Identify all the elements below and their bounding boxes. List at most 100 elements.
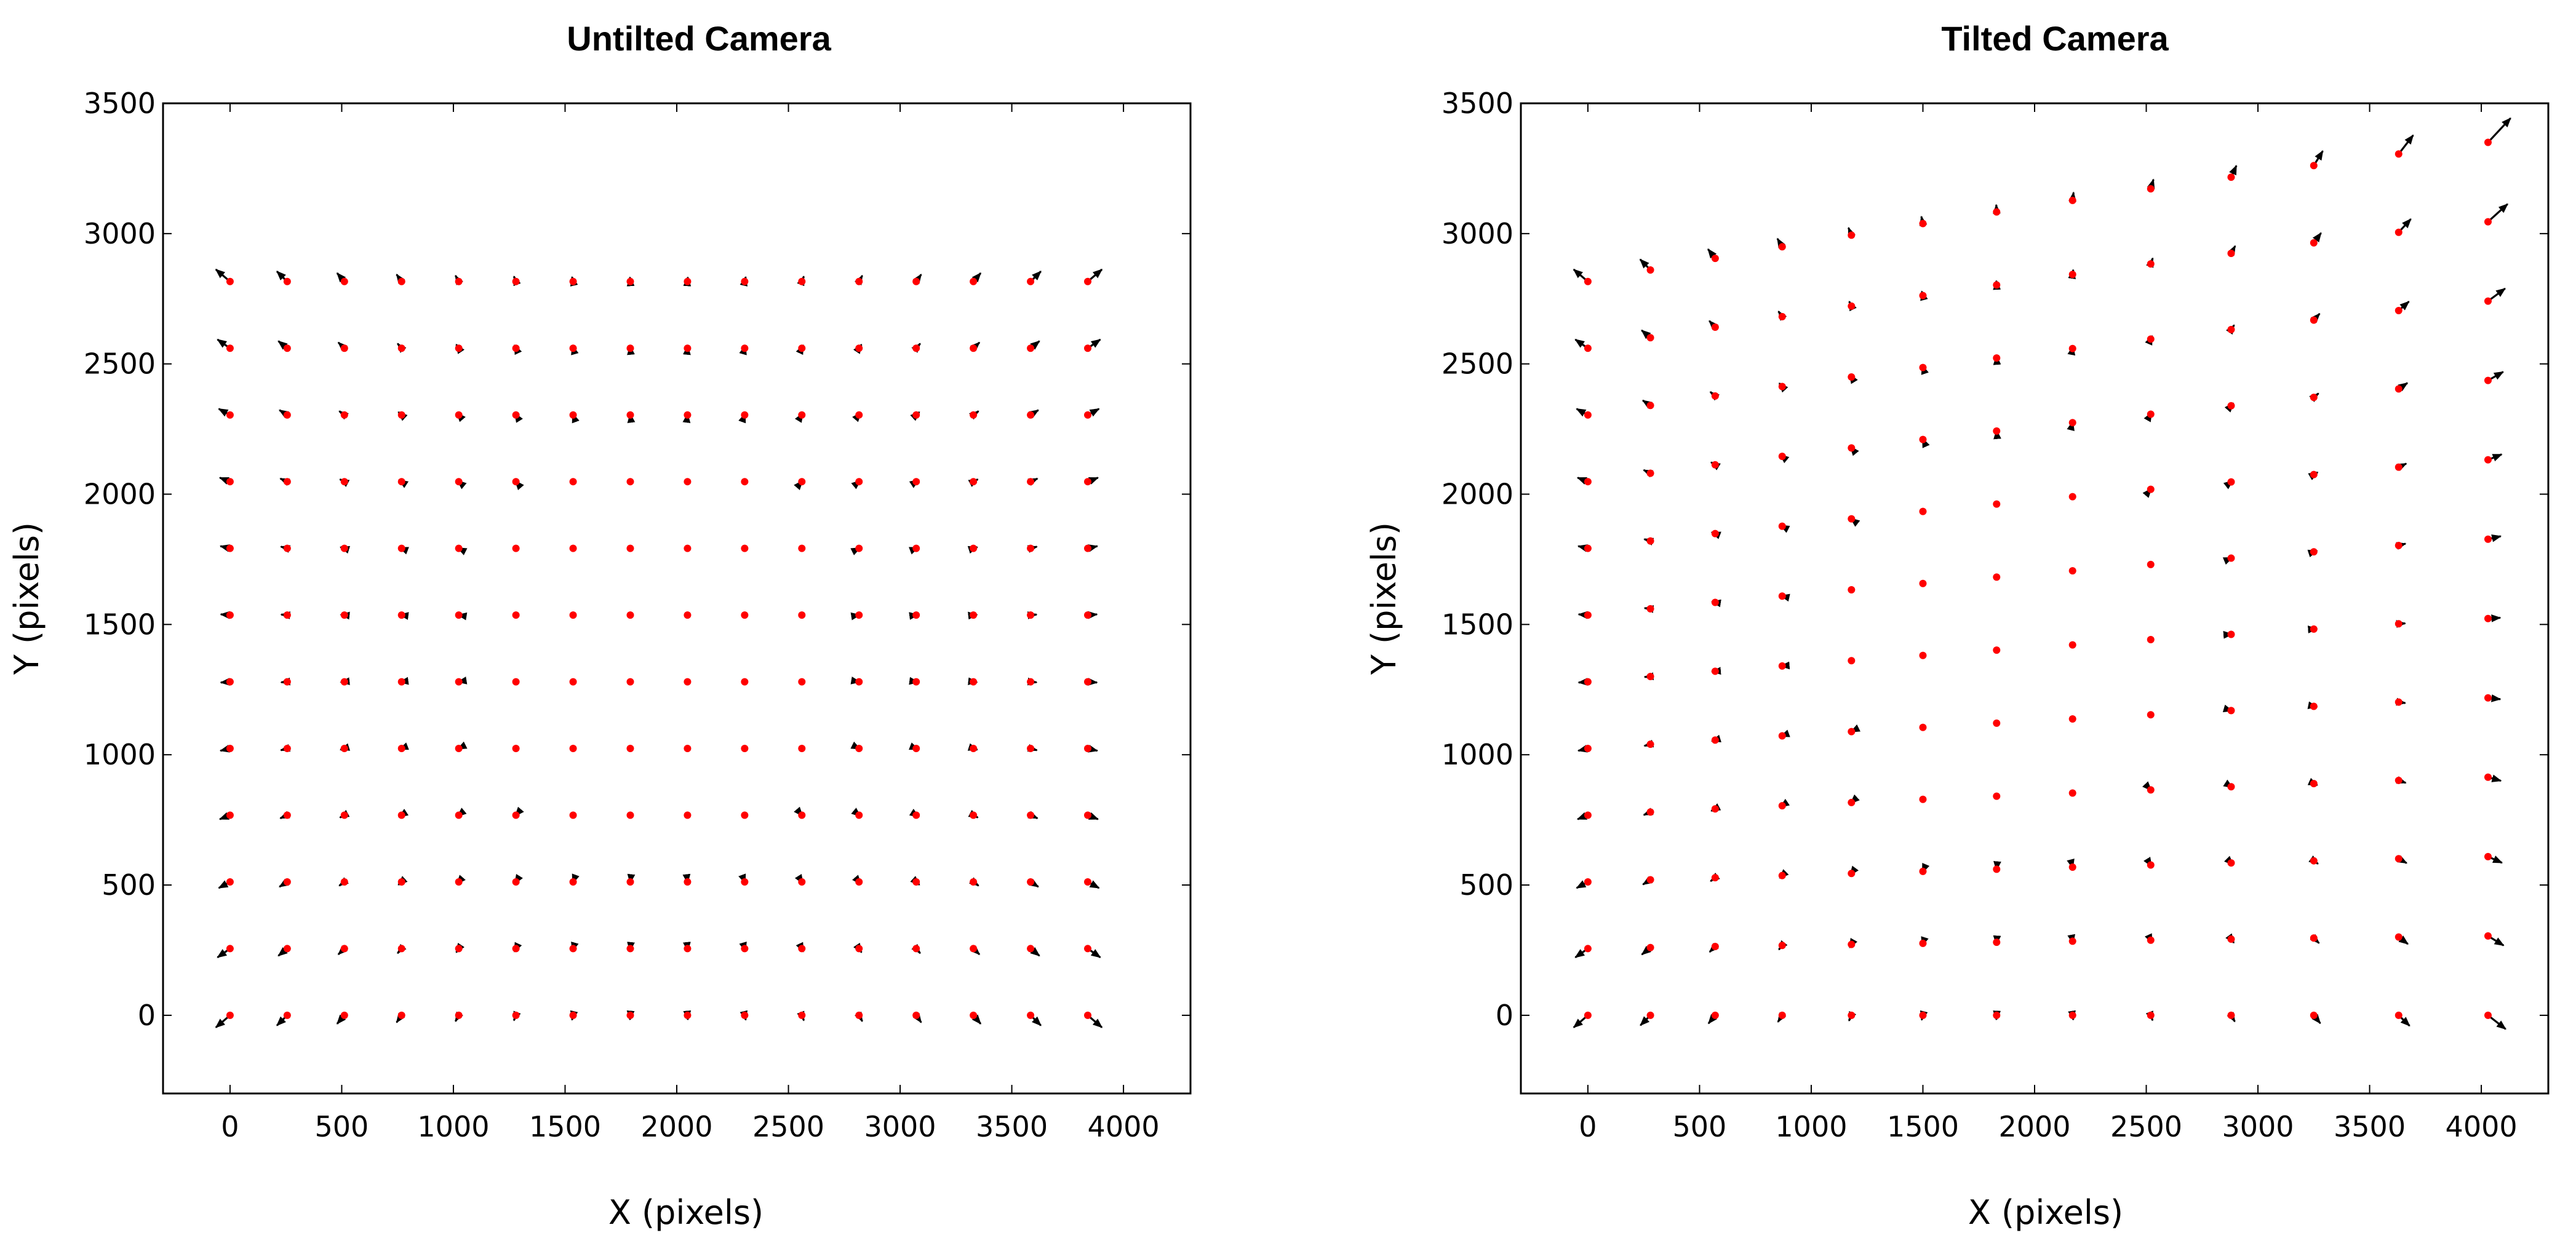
grid-point [226,544,234,552]
grid-point [569,411,577,419]
grid-point [2310,394,2318,402]
grid-point [1993,281,2001,289]
grid-point [1848,798,1856,806]
grid-point [912,745,920,753]
grid-point [798,411,806,419]
grid-point [1027,544,1035,552]
panel-untilted: Untilted Camera 0 500 1000 1500 2000 2500 3000… [7,19,1192,1232]
grid-point [1848,940,1856,948]
grid-point [2068,271,2076,279]
grid-point [1646,876,1654,884]
grid-point [1993,354,2001,362]
y-tick-label: 0 [1496,999,1513,1032]
grid-point [912,411,920,419]
grid-point [1848,870,1856,878]
grid-point [1848,585,1856,593]
y-tick-label: 1500 [1442,608,1513,641]
grid-point [512,478,520,486]
grid-point [970,1011,978,1019]
grid-point [2484,614,2492,622]
grid-point [283,945,291,953]
grid-point [1084,544,1091,552]
grid-point [2484,852,2492,860]
grid-point [1993,865,2001,873]
grid-point [512,544,520,552]
grid-point [283,611,291,619]
grid-point [1919,292,1927,300]
grid-point [2147,936,2155,944]
grid-point [2147,335,2155,343]
grid-point [1584,1011,1592,1019]
y-tick-label: 3500 [1442,87,1513,120]
grid-point [1711,943,1719,951]
grid-point [2068,715,2076,723]
grid-point [2068,419,2076,427]
grid-point [684,1011,692,1019]
grid-point [912,1011,920,1019]
grid-point [455,878,463,886]
x-tick-label: 0 [1579,1110,1597,1143]
grid-point [798,878,806,886]
vector-arrow [2487,1014,2506,1030]
grid-point [1584,411,1592,419]
y-tick-label: 500 [1459,868,1513,902]
grid-point [512,277,520,285]
grid-point [626,678,634,686]
grid-point [397,945,405,953]
grid-point [340,478,348,486]
plot-frame [1520,102,2550,1095]
grid-point [1584,878,1592,886]
grid-point [2484,535,2492,543]
grid-point [741,745,749,753]
grid-point [1919,651,1927,659]
grid-point [1711,736,1719,744]
grid-point [684,544,692,552]
grid-point [855,811,863,819]
grid-point [970,811,978,819]
grid-point [226,1011,234,1019]
grid-point [1711,805,1719,813]
grid-point [798,678,806,686]
grid-point [1919,507,1927,515]
grid-point [1027,678,1035,686]
grid-point [2147,410,2155,418]
grid-point [397,544,405,552]
grid-point [1711,667,1719,675]
x-tick-label: 4000 [1088,1110,1160,1143]
grid-point [1584,344,1592,352]
grid-point [2484,297,2492,305]
grid-point [2068,789,2076,797]
grid-point [283,745,291,753]
grid-point [512,344,520,352]
grid-point [1993,719,2001,727]
grid-point [455,745,463,753]
grid-point [2068,196,2076,204]
vector-arrow [2487,203,2508,223]
grid-point [2310,857,2318,865]
grid-point [2484,376,2492,384]
grid-point [283,678,291,686]
grid-point [1778,383,1786,391]
grid-point [2227,554,2235,562]
grid-point [1027,1011,1035,1019]
grid-point [1848,231,1856,239]
grid-point [2310,1011,2318,1019]
grid-point [455,344,463,352]
grid-point [340,277,348,285]
grid-point [569,678,577,686]
grid-point [226,945,234,953]
x-tick-label: 3500 [976,1110,1048,1143]
x-tick-label: 500 [1673,1110,1727,1143]
grid-point [569,277,577,285]
grid-point [741,411,749,419]
grid-point [798,811,806,819]
grid-point [2147,636,2155,644]
grid-point [1027,411,1035,419]
grid-point [2395,307,2403,315]
grid-point [569,344,577,352]
y-tick-label: 0 [138,999,156,1032]
grid-point [512,745,520,753]
grid-point [2395,776,2403,784]
grid-point [970,277,978,285]
